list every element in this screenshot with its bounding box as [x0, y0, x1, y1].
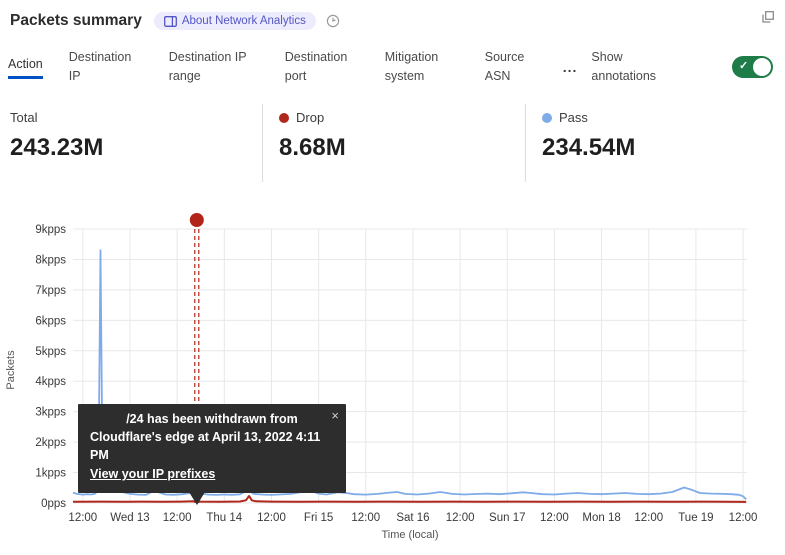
x-tick-label: Wed 13	[110, 512, 149, 524]
y-tick-label: 1kpps	[35, 468, 66, 480]
more-tabs-button[interactable]: ...	[562, 59, 578, 75]
tab-destination-port[interactable]: Destination port	[284, 50, 348, 83]
about-network-analytics-badge[interactable]: About Network Analytics	[153, 12, 316, 30]
x-tick-label: Thu 14	[206, 512, 242, 524]
stat-total: Total 243.23M	[0, 104, 262, 182]
x-tick-label: 12:00	[163, 512, 192, 524]
total-label: Total	[10, 110, 38, 125]
header-bar: Packets summary About Network Analytics	[10, 8, 775, 34]
y-tick-label: 2kpps	[35, 437, 66, 449]
tooltip-close-icon[interactable]: ×	[331, 408, 339, 423]
page-title: Packets summary	[10, 12, 142, 29]
book-icon	[163, 15, 177, 27]
x-tick-label: Sun 17	[489, 512, 525, 524]
x-tick-label: Mon 18	[582, 512, 620, 524]
drop-label: Drop	[296, 110, 325, 125]
y-tick-label: 7kpps	[35, 285, 66, 297]
toggle-knob	[753, 58, 771, 76]
expand-window-icon[interactable]	[761, 10, 775, 24]
tab-mitigation-system[interactable]: Mitigation system	[384, 50, 439, 83]
annotation-tooltip: × /24 has been withdrawn from Cloudflare…	[78, 404, 346, 505]
y-tick-label: 4kpps	[35, 376, 66, 388]
y-tick-label: 5kpps	[35, 346, 66, 358]
pass-label: Pass	[559, 110, 588, 125]
x-tick-label: Tue 19	[678, 512, 713, 524]
show-annotations-toggle[interactable]: ✓	[732, 56, 773, 78]
y-tick-label: 8kpps	[35, 254, 66, 266]
y-tick-label: 3kpps	[35, 407, 66, 419]
total-value: 243.23M	[10, 134, 104, 161]
stats-row: Total 243.23M Drop 8.68M Pass 234.54M	[0, 104, 785, 182]
tab-destination-ip-range[interactable]: Destination IP range	[168, 50, 247, 83]
packets-chart-svg[interactable]: 0pps 1kpps 2kpps 3kpps 4kpps 5kpps 6kpps 7kpps 8…	[0, 200, 785, 555]
x-tick-label: 12:00	[68, 512, 97, 524]
x-tick-label: 12:00	[446, 512, 475, 524]
pass-value: 234.54M	[542, 134, 636, 161]
x-tick-label: 12:00	[634, 512, 663, 524]
toggle-check-icon: ✓	[739, 60, 749, 72]
stat-drop: Drop 8.68M	[262, 104, 525, 182]
x-tick-label: Fri 15	[304, 512, 333, 524]
y-axis-title: Packets	[5, 350, 17, 390]
drop-value: 8.68M	[279, 134, 346, 161]
x-tick-label: 12:00	[540, 512, 569, 524]
y-tick-label: 0pps	[41, 498, 66, 510]
x-tick-label: Sat 16	[396, 512, 429, 524]
badge-label: About Network Analytics	[181, 15, 306, 27]
tooltip-line1: /24 has been withdrawn from	[126, 412, 298, 426]
y-tick-label: 6kpps	[35, 315, 66, 327]
x-tick-label: 12:00	[351, 512, 380, 524]
time-period-clock-icon[interactable]	[326, 14, 340, 28]
tab-action[interactable]: Action	[8, 55, 43, 79]
tooltip-pointer	[189, 492, 205, 505]
drop-legend-dot	[279, 112, 289, 123]
x-tick-label: 12:00	[257, 512, 286, 524]
x-axis-title: Time (local)	[381, 529, 438, 541]
show-annotations-label: Show annotations	[591, 50, 657, 83]
y-tick-label: 9kpps	[35, 224, 66, 236]
stat-pass: Pass 234.54M	[525, 104, 785, 182]
filter-tabs-bar: Action Destination IP Destination IP ran…	[8, 42, 773, 92]
annotation-marker-dot[interactable]	[189, 213, 204, 227]
view-ip-prefixes-link[interactable]: View your IP prefixes	[90, 467, 216, 482]
tooltip-line2: Cloudflare's edge at April 13, 2022 4:11…	[90, 429, 321, 462]
series-drop-line	[72, 495, 747, 503]
tab-source-asn[interactable]: Source ASN	[484, 50, 525, 83]
x-tick-label: 12:00	[729, 512, 758, 524]
tab-destination-ip[interactable]: Destination IP	[68, 50, 132, 83]
pass-legend-dot	[542, 112, 552, 123]
